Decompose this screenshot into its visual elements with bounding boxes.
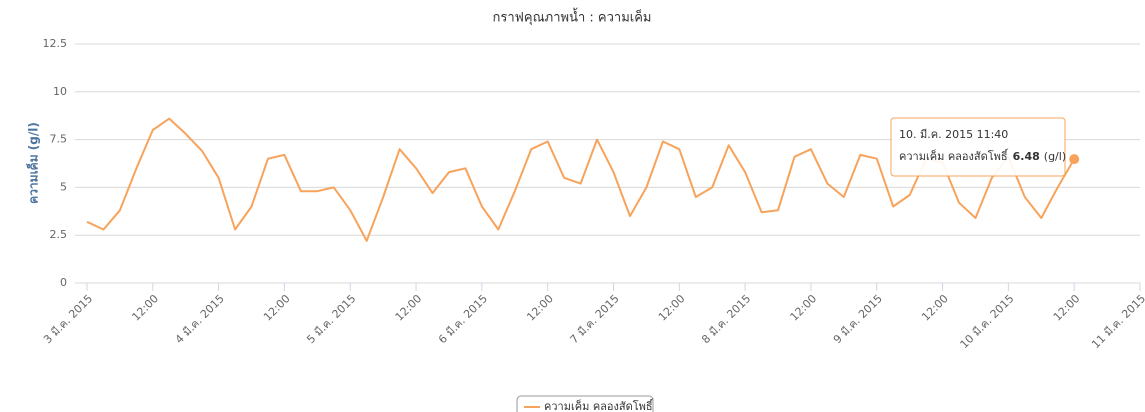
x-tick-label: 12:00 — [656, 292, 688, 324]
y-tick-label: 10 — [53, 85, 67, 98]
y-tick-label: 0 — [60, 276, 67, 289]
x-tick-label: 12:00 — [129, 292, 161, 324]
y-tick-label: 2.5 — [50, 228, 68, 241]
hover-marker — [1069, 154, 1080, 165]
x-tick-label: 6 มี.ค. 2015 — [436, 292, 490, 346]
series-line — [86, 117, 1076, 242]
x-tick-label: 8 มี.ค. 2015 — [699, 292, 753, 346]
x-tick-label: 9 มี.ค. 2015 — [831, 292, 885, 346]
x-tick-label: 12:00 — [1051, 292, 1083, 324]
y-tick-label: 7.5 — [50, 133, 68, 146]
x-tick-label: 10 มี.ค. 2015 — [958, 292, 1017, 351]
x-tick-label: 3 มี.ค. 2015 — [41, 292, 95, 346]
x-tick-label: 12:00 — [393, 292, 425, 324]
x-tick-label: 12:00 — [524, 292, 556, 324]
x-tick-label: 12:00 — [919, 292, 951, 324]
y-tick-label: 5 — [60, 180, 67, 193]
x-tick-label: 7 มี.ค. 2015 — [568, 292, 622, 346]
x-tick-label: 12:00 — [261, 292, 293, 324]
tooltip-value: 6.48 — [1013, 150, 1040, 163]
x-tick-label: 11 มี.ค. 2015 — [1089, 292, 1145, 351]
chart-title: กราฟคุณภาพน้ำ : ความเค็ม — [493, 8, 652, 26]
tooltip-box — [890, 117, 1066, 177]
x-tick-label: 4 มี.ค. 2015 — [173, 292, 227, 346]
tooltip-title: 10. มี.ค. 2015 11:40 — [899, 128, 1008, 141]
legend-box — [516, 395, 654, 412]
x-tick-label: 12:00 — [788, 292, 820, 324]
x-tick-label: 5 มี.ค. 2015 — [304, 292, 358, 346]
y-tick-label: 12.5 — [43, 37, 68, 50]
y-axis-label: ความเค็ม (g/l) — [26, 122, 41, 204]
tooltip-body: ความเค็ม คลองสัดโพธิ์ 6.48 (g/l) — [899, 148, 1066, 163]
tooltip-series: ความเค็ม คลองสัดโพธิ์ — [899, 148, 1009, 163]
legend-label: ความเค็ม คลองสัดโพธิ์ — [544, 398, 654, 412]
tooltip-unit: (g/l) — [1044, 150, 1066, 163]
